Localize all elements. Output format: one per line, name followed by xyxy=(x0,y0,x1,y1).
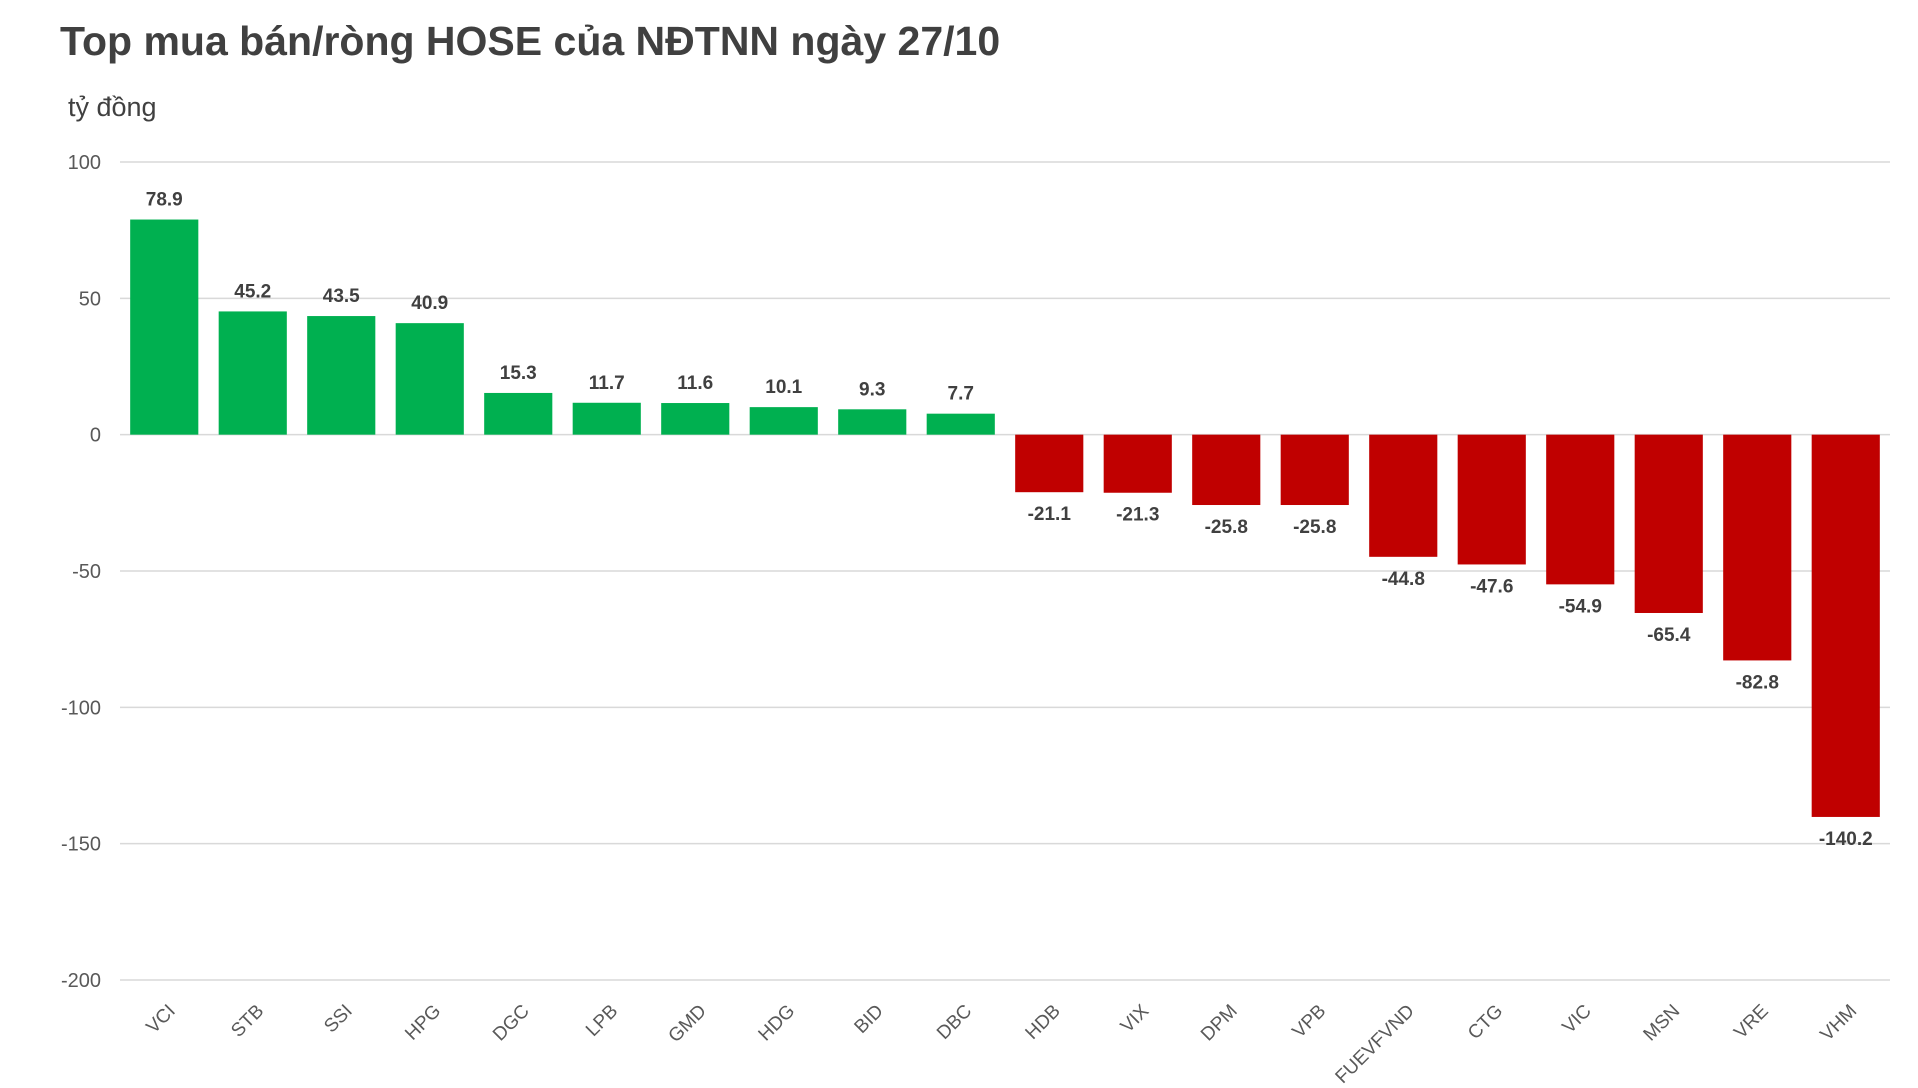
bar-vic xyxy=(1546,434,1615,585)
data-label: -44.8 xyxy=(1382,569,1425,590)
data-label: 78.9 xyxy=(146,190,183,211)
data-label: 40.9 xyxy=(411,293,448,314)
y-tick-label: -150 xyxy=(61,834,101,856)
bar-ssi xyxy=(307,316,376,435)
bar-dgc xyxy=(484,392,553,435)
data-label: -140.2 xyxy=(1819,829,1873,850)
x-category-label: FUEVFVND xyxy=(1332,1001,1419,1088)
x-category-label: CTG xyxy=(1464,1001,1507,1044)
bar-hdb xyxy=(1015,434,1084,493)
bar-stb xyxy=(218,311,287,435)
x-category-label: HDG xyxy=(755,1001,800,1046)
x-category-label: STB xyxy=(227,1001,268,1042)
bar-bid xyxy=(838,409,907,435)
bar-vre xyxy=(1723,434,1792,661)
data-labels: 78.9 45.2 43.5 40.9 15.3 11.7 11.6 10.1 9.3 7.7 -2… xyxy=(146,190,1873,850)
bar-lpb xyxy=(572,402,641,435)
data-label: -47.6 xyxy=(1470,576,1513,597)
data-label: 11.6 xyxy=(677,373,713,394)
bar-msn xyxy=(1634,434,1703,613)
x-category-label: MSN xyxy=(1640,1001,1685,1046)
x-category-label: VIX xyxy=(1117,1000,1154,1037)
y-tick-label: 100 xyxy=(68,152,101,174)
y-tick-label: -200 xyxy=(61,970,101,992)
x-category-label: HDB xyxy=(1022,1001,1065,1044)
bar-hpg xyxy=(395,323,464,435)
data-label: -25.8 xyxy=(1293,517,1336,538)
x-category-label: BID xyxy=(851,1001,888,1038)
bar-fuevfvnd xyxy=(1369,434,1438,557)
bar-vhm xyxy=(1811,434,1880,817)
bar-hdg xyxy=(749,407,818,435)
data-label: 45.2 xyxy=(234,281,271,302)
x-category-label: DGC xyxy=(489,1001,534,1046)
data-label: 43.5 xyxy=(323,286,360,307)
data-label: 9.3 xyxy=(859,379,885,400)
x-category-label: LPB xyxy=(582,1001,622,1041)
bar-gmd xyxy=(661,403,730,435)
bar-dbc xyxy=(926,413,995,435)
x-category-label: DBC xyxy=(933,1001,976,1044)
y-axis-unit-label: tỷ đồng xyxy=(68,92,157,122)
data-label: -82.8 xyxy=(1736,672,1779,693)
x-category-label: HPG xyxy=(401,1001,445,1045)
data-label: -54.9 xyxy=(1559,596,1602,617)
x-category-label: VIC xyxy=(1559,1001,1596,1038)
data-label: -21.1 xyxy=(1028,504,1072,525)
data-label: 10.1 xyxy=(765,377,802,398)
y-tick-label: 0 xyxy=(90,425,101,447)
y-tick-label: 50 xyxy=(79,288,101,310)
y-axis-ticks: 100 50 0 -50 -100 -150 -200 xyxy=(61,152,101,992)
data-label: -65.4 xyxy=(1647,625,1691,646)
y-tick-label: -100 xyxy=(61,697,101,719)
bars xyxy=(130,219,1880,817)
bar-vci xyxy=(130,219,199,435)
x-category-label: DPM xyxy=(1197,1001,1242,1046)
bar-vix xyxy=(1103,434,1172,493)
x-category-label: VRE xyxy=(1730,1001,1772,1043)
x-category-label: SSI xyxy=(320,1001,357,1038)
x-axis-categories: VCI STB SSI HPG DGC LPB GMD HDG BID DBC HDB VIX DPM V… xyxy=(143,1000,1862,1087)
x-category-label: VHM xyxy=(1817,1001,1862,1046)
bar-vpb xyxy=(1280,434,1349,506)
y-tick-label: -50 xyxy=(72,561,101,583)
data-label: -21.3 xyxy=(1116,505,1159,526)
chart-title: Top mua bán/ròng HOSE của NĐTNN ngày 27/… xyxy=(60,18,1001,64)
data-label: 11.7 xyxy=(589,373,625,394)
x-category-label: GMD xyxy=(665,1001,711,1047)
bar-dpm xyxy=(1192,434,1261,506)
x-category-label: VPB xyxy=(1289,1001,1331,1043)
x-category-label: VCI xyxy=(143,1001,180,1038)
data-label: 15.3 xyxy=(500,363,537,384)
bar-ctg xyxy=(1457,434,1526,565)
data-label: 7.7 xyxy=(948,384,974,405)
gridlines xyxy=(120,161,1890,981)
data-label: -25.8 xyxy=(1205,517,1248,538)
